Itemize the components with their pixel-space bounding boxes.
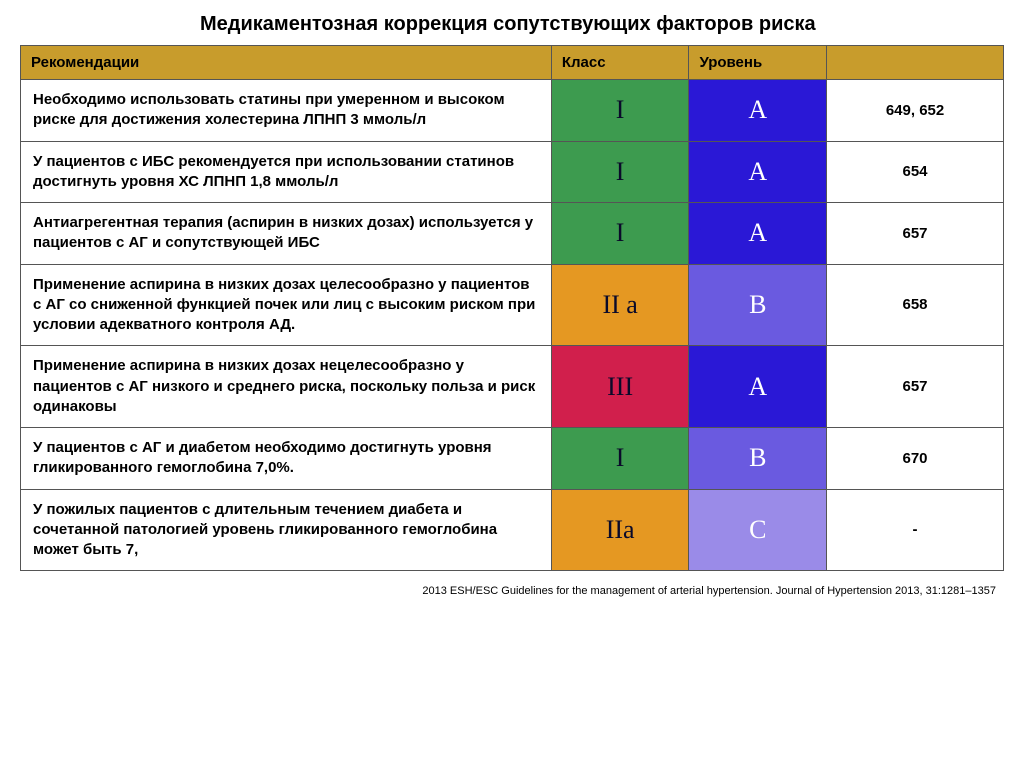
- table-row: У пациентов с ИБС рекомендуется при испо…: [21, 141, 1004, 203]
- table-header-row: Рекомендации Класс Уровень: [21, 46, 1004, 80]
- class-cell: I: [551, 203, 689, 265]
- table-row: Применение аспирина в низких дозах нецел…: [21, 346, 1004, 428]
- recommendations-table: Рекомендации Класс Уровень Необходимо ис…: [20, 45, 1004, 571]
- header-refs: [827, 46, 1004, 80]
- class-cell: I: [551, 428, 689, 490]
- table-row: У пациентов с АГ и диабетом необходимо д…: [21, 428, 1004, 490]
- recommendation-text: Применение аспирина в низких дозах целес…: [21, 264, 552, 346]
- class-cell: I: [551, 80, 689, 142]
- recommendation-text: Необходимо использовать статины при умер…: [21, 80, 552, 142]
- references-cell: 657: [827, 346, 1004, 428]
- recommendation-text: Антиагрегентная терапия (аспирин в низки…: [21, 203, 552, 265]
- recommendation-text: У пациентов с ИБС рекомендуется при испо…: [21, 141, 552, 203]
- level-cell: B: [689, 264, 827, 346]
- header-recommendations: Рекомендации: [21, 46, 552, 80]
- class-cell: I: [551, 141, 689, 203]
- references-cell: 670: [827, 428, 1004, 490]
- class-cell: III: [551, 346, 689, 428]
- references-cell: 654: [827, 141, 1004, 203]
- table-row: Применение аспирина в низких дозах целес…: [21, 264, 1004, 346]
- table-row: У пожилых пациентов с длительным течение…: [21, 489, 1004, 571]
- level-cell: B: [689, 428, 827, 490]
- header-class: Класс: [551, 46, 689, 80]
- class-cell: II a: [551, 264, 689, 346]
- level-cell: C: [689, 489, 827, 571]
- recommendation-text: У пожилых пациентов с длительным течение…: [21, 489, 552, 571]
- references-cell: 658: [827, 264, 1004, 346]
- references-cell: -: [827, 489, 1004, 571]
- level-cell: A: [689, 141, 827, 203]
- table-row: Необходимо использовать статины при умер…: [21, 80, 1004, 142]
- table-row: Антиагрегентная терапия (аспирин в низки…: [21, 203, 1004, 265]
- class-cell: IIa: [551, 489, 689, 571]
- page-title: Медикаментозная коррекция сопутствующих …: [200, 12, 1004, 37]
- references-cell: 657: [827, 203, 1004, 265]
- level-cell: A: [689, 203, 827, 265]
- footer-citation: 2013 ESH/ESC Guidelines for the manageme…: [20, 585, 1004, 597]
- recommendation-text: У пациентов с АГ и диабетом необходимо д…: [21, 428, 552, 490]
- references-cell: 649, 652: [827, 80, 1004, 142]
- header-level: Уровень: [689, 46, 827, 80]
- level-cell: A: [689, 80, 827, 142]
- recommendation-text: Применение аспирина в низких дозах нецел…: [21, 346, 552, 428]
- level-cell: A: [689, 346, 827, 428]
